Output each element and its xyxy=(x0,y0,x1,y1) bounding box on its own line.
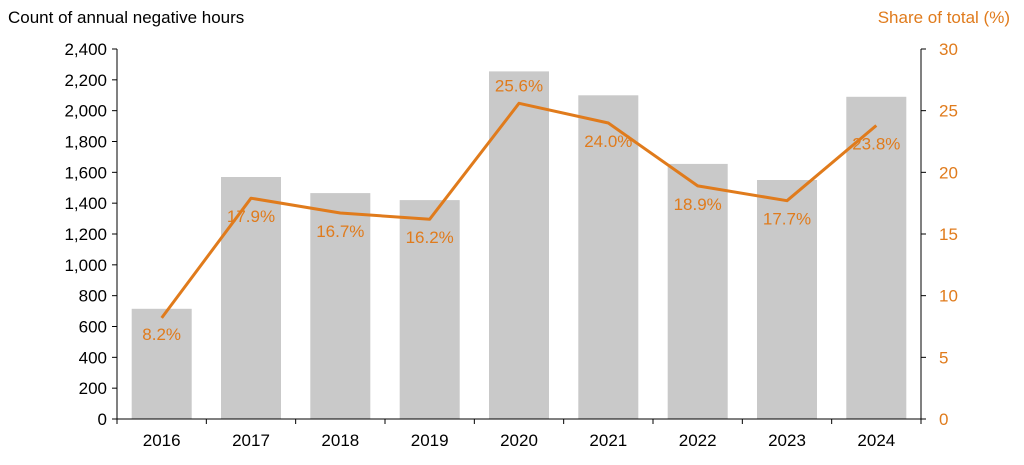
right-tick-label: 0 xyxy=(939,410,948,429)
right-tick-label: 5 xyxy=(939,348,948,367)
left-tick-label: 600 xyxy=(79,318,107,337)
data-label-2018: 16.7% xyxy=(316,222,364,241)
left-tick-label: 1,400 xyxy=(64,194,107,213)
left-tick-label: 1,600 xyxy=(64,163,107,182)
x-tick-label: 2016 xyxy=(143,431,181,450)
data-label-2022: 18.9% xyxy=(674,195,722,214)
data-label-2023: 17.7% xyxy=(763,210,811,229)
left-tick-label: 0 xyxy=(98,410,107,429)
x-tick-label: 2018 xyxy=(321,431,359,450)
right-tick-label: 15 xyxy=(939,225,958,244)
left-tick-label: 1,800 xyxy=(64,133,107,152)
left-tick-label: 800 xyxy=(79,287,107,306)
bar-2023 xyxy=(757,180,817,419)
x-tick-label: 2017 xyxy=(232,431,270,450)
bar-2019 xyxy=(399,200,460,419)
bar-2022 xyxy=(667,163,728,419)
bar-2016 xyxy=(131,308,192,419)
left-tick-label: 400 xyxy=(79,348,107,367)
data-label-2020: 25.6% xyxy=(495,76,543,95)
share-line xyxy=(160,101,878,319)
left-tick-label: 1,200 xyxy=(64,225,107,244)
left-tick-label: 2,000 xyxy=(64,102,107,121)
left-tick-label: 2,400 xyxy=(64,40,107,59)
right-tick-label: 10 xyxy=(939,287,958,306)
bar-2020 xyxy=(489,71,549,420)
right-tick-label: 20 xyxy=(939,163,958,182)
data-label-2019: 16.2% xyxy=(406,228,454,247)
left-tick-label: 1,000 xyxy=(64,256,107,275)
left-tick-label: 200 xyxy=(79,379,107,398)
data-label-2017: 17.9% xyxy=(227,207,275,226)
x-tick-label: 2024 xyxy=(857,431,895,450)
bar-2017 xyxy=(221,177,281,419)
left-tick-label: 2,200 xyxy=(64,71,107,90)
x-tick-label: 2023 xyxy=(768,431,806,450)
data-label-2024: 23.8% xyxy=(852,135,900,154)
right-tick-label: 30 xyxy=(939,40,958,59)
bar-2024 xyxy=(846,96,907,420)
bar-2021 xyxy=(578,95,639,420)
left-axis-title: Count of annual negative hours xyxy=(8,8,245,27)
x-tick-label: 2019 xyxy=(411,431,449,450)
bar-2018 xyxy=(310,193,371,419)
x-tick-label: 2020 xyxy=(500,431,538,450)
x-tick-label: 2022 xyxy=(679,431,717,450)
right-axis-title: Share of total (%) xyxy=(877,8,1010,27)
right-tick-label: 25 xyxy=(939,102,958,121)
data-label-2016: 8.2% xyxy=(142,325,181,344)
data-label-2021: 24.0% xyxy=(584,132,632,151)
x-tick-label: 2021 xyxy=(589,431,627,450)
